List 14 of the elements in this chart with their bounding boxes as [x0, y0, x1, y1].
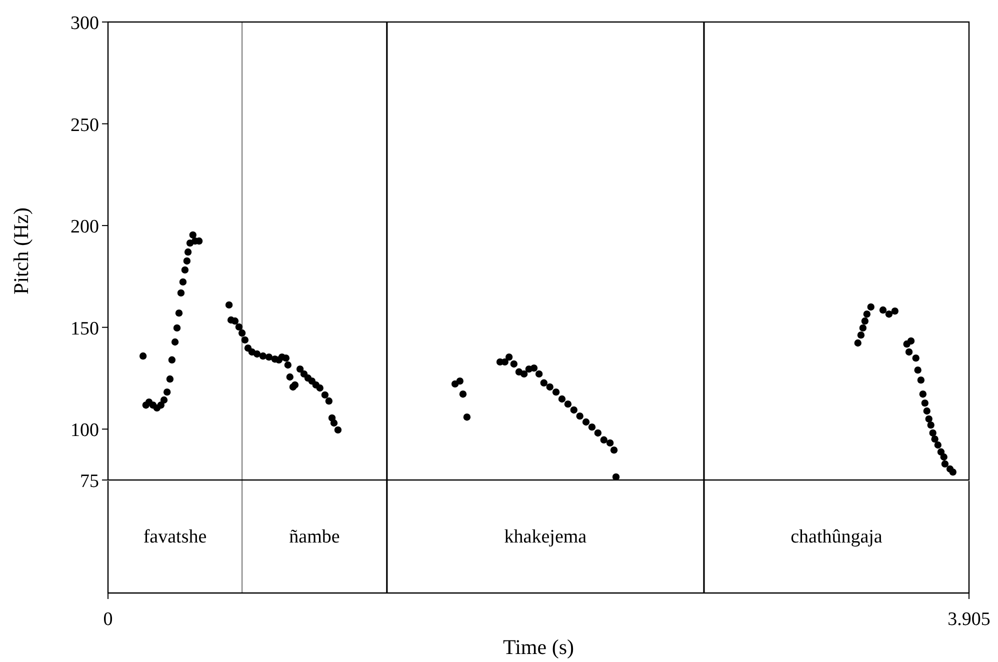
- x-tick-label: 0: [103, 609, 113, 630]
- y-axis-title: Pitch (Hz): [9, 208, 33, 294]
- y-tick-label: 150: [70, 318, 99, 340]
- y-tick-label: 300: [70, 13, 99, 34]
- text: favatshe: [143, 526, 207, 548]
- y-tick-label: 200: [70, 216, 99, 238]
- x-axis-title: Time (s): [503, 635, 574, 659]
- y-tick-label: 250: [70, 114, 99, 136]
- y-tick-label: 75: [80, 471, 99, 492]
- text: chathûngaja: [790, 526, 883, 548]
- text: khakejema: [504, 526, 588, 548]
- y-tick-label: 100: [70, 420, 99, 442]
- x-tick-label: 3.905: [948, 609, 990, 630]
- text: ñambe: [289, 526, 340, 548]
